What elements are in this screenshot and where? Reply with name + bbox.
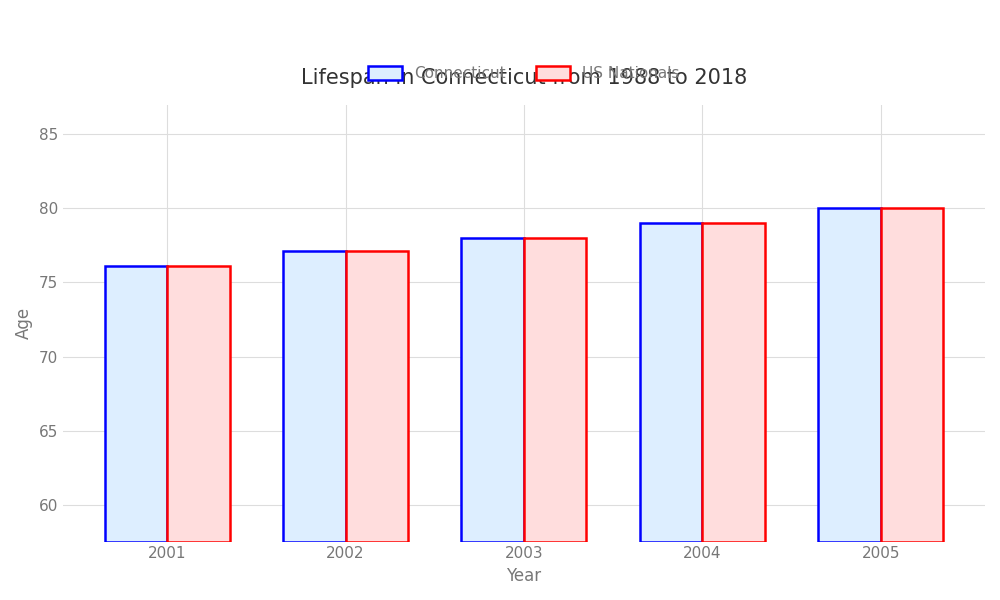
Bar xyxy=(702,223,765,542)
Y-axis label: Age: Age xyxy=(15,307,33,339)
Bar xyxy=(167,266,230,542)
Bar xyxy=(818,208,881,542)
Bar xyxy=(105,266,167,542)
Title: Lifespan in Connecticut from 1988 to 2018: Lifespan in Connecticut from 1988 to 201… xyxy=(301,68,747,88)
Bar xyxy=(346,251,408,542)
Bar xyxy=(461,238,524,542)
Bar xyxy=(881,208,943,542)
X-axis label: Year: Year xyxy=(506,567,541,585)
Bar xyxy=(283,251,346,542)
Bar xyxy=(640,223,702,542)
Bar xyxy=(524,238,586,542)
Legend: Connecticut, US Nationals: Connecticut, US Nationals xyxy=(362,60,686,88)
